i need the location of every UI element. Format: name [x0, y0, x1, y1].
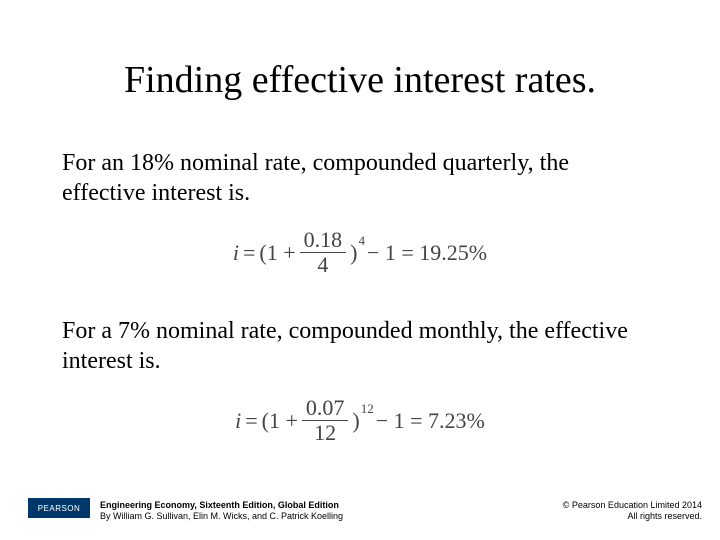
eq1-tail: − 1 = 19.25% — [367, 240, 487, 266]
credit-right: © Pearson Education Limited 2014 All rig… — [563, 500, 702, 523]
eq2-tail: − 1 = 7.23% — [376, 408, 485, 434]
credit-book-title: Engineering Economy — [100, 500, 194, 510]
equation-2: i = (1 + 0.07 12 ) 12 − 1 = 7.23% — [0, 396, 720, 445]
eq2-exponent: 12 — [361, 401, 374, 417]
equation-2-content: i = (1 + 0.07 12 ) 12 − 1 = 7.23% — [235, 396, 485, 445]
slide-title: Finding effective interest rates. — [0, 58, 720, 102]
copyright-line1: © Pearson Education Limited 2014 — [563, 500, 702, 511]
eq2-open: (1 + — [262, 408, 298, 434]
eq1-open: (1 + — [259, 240, 295, 266]
credit-line2: By William G. Sullivan, Elin M. Wicks, a… — [100, 511, 343, 522]
eq2-close: ) — [352, 408, 359, 434]
slide: Finding effective interest rates. For an… — [0, 0, 720, 540]
eq2-fraction: 0.07 12 — [302, 396, 349, 445]
credit-line1: Engineering Economy, Sixteenth Edition, … — [100, 500, 343, 511]
eq1-numerator: 0.18 — [300, 228, 347, 253]
pearson-logo-text: PEARSON — [38, 504, 81, 513]
eq2-denominator: 12 — [310, 421, 340, 445]
paragraph-2: For a 7% nominal rate, compounded monthl… — [62, 316, 642, 376]
eq1-exponent: 4 — [358, 233, 365, 249]
eq1-close: ) — [350, 240, 357, 266]
footer: PEARSON Engineering Economy, Sixteenth E… — [0, 490, 720, 532]
equation-1-content: i = (1 + 0.18 4 ) 4 − 1 = 19.25% — [233, 228, 487, 277]
copyright-line2: All rights reserved. — [563, 511, 702, 522]
credit-left: Engineering Economy, Sixteenth Edition, … — [100, 500, 343, 523]
pearson-logo: PEARSON — [28, 498, 90, 518]
eq1-lhs-var: i — [233, 240, 239, 266]
eq2-lhs-var: i — [235, 408, 241, 434]
eq1-denominator: 4 — [313, 253, 332, 277]
eq1-fraction: 0.18 4 — [300, 228, 347, 277]
paragraph-1: For an 18% nominal rate, compounded quar… — [62, 148, 642, 208]
equation-1: i = (1 + 0.18 4 ) 4 − 1 = 19.25% — [0, 228, 720, 277]
eq2-numerator: 0.07 — [302, 396, 349, 421]
credit-line1-tail: , Sixteenth Edition, Global Edition — [194, 500, 339, 510]
